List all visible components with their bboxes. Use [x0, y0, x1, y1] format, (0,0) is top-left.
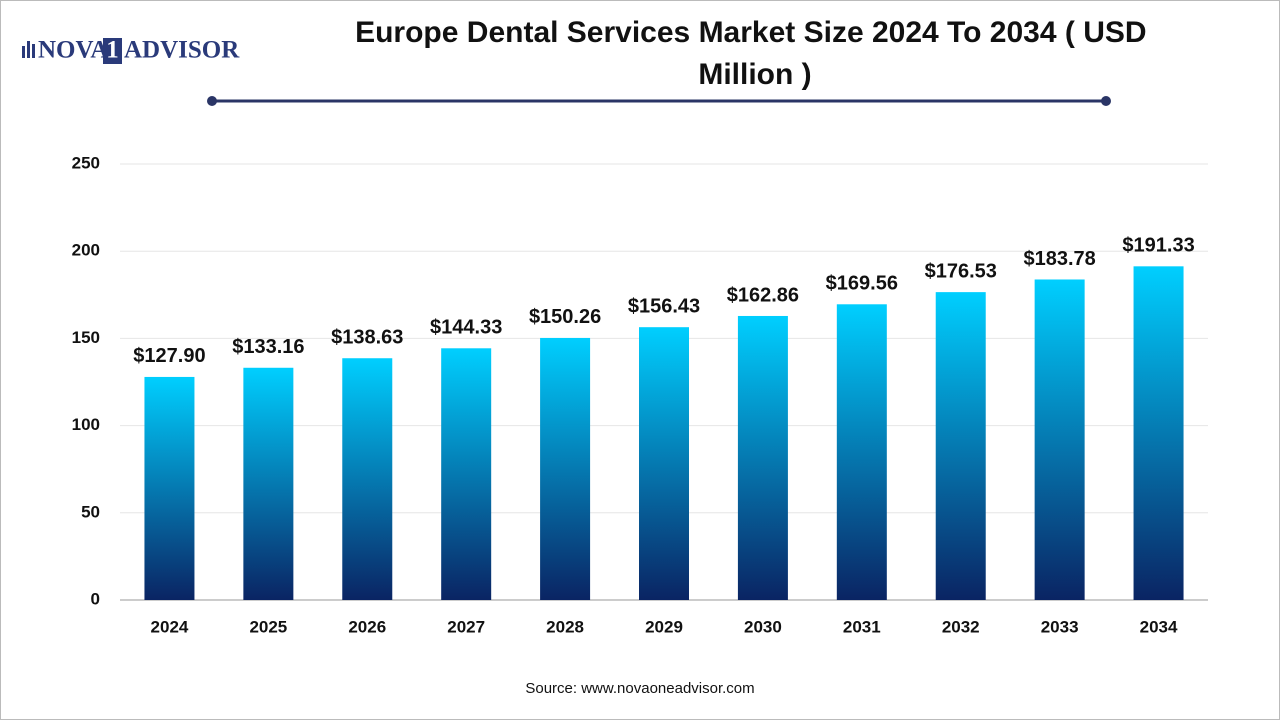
value-label: $176.53	[925, 260, 997, 282]
x-tick-label: 2028	[546, 617, 584, 636]
bar	[935, 292, 986, 600]
title-line: Europe Dental Services Market Size 2024 …	[355, 16, 1146, 49]
y-tick-label: 150	[72, 328, 100, 347]
x-tick-label: 2030	[744, 617, 782, 636]
value-label: $127.90	[133, 345, 205, 367]
bar	[441, 348, 492, 600]
bar	[836, 304, 887, 600]
logo-text: NOVA	[38, 37, 108, 64]
x-tick-label: 2029	[645, 617, 683, 636]
bar	[342, 358, 393, 600]
title-line: Million )	[698, 58, 811, 91]
value-label: $150.26	[529, 306, 601, 328]
bar	[1034, 279, 1085, 600]
logo-text: 1	[106, 37, 119, 64]
title-rule-dot	[1101, 96, 1111, 106]
logo-box	[103, 38, 122, 64]
x-tick-label: 2031	[843, 617, 881, 636]
x-tick-label: 2026	[348, 617, 386, 636]
chart-title: Europe Dental Services Market Size 2024 …	[355, 16, 1155, 91]
logo: NOVA 1 ADVISOR	[22, 37, 240, 64]
x-tick-label: 2024	[151, 617, 189, 636]
bar	[1133, 266, 1184, 600]
logo-icon	[22, 46, 25, 58]
logo-text: ADVISOR	[124, 37, 240, 64]
y-tick-label: 0	[91, 589, 100, 608]
source: Source: www.novaoneadvisor.com	[525, 680, 754, 697]
y-tick-label: 50	[81, 502, 100, 521]
bar	[540, 337, 591, 600]
value-label: $183.78	[1023, 248, 1095, 270]
y-tick-label: 200	[72, 241, 100, 260]
x-tick-label: 2033	[1041, 617, 1079, 636]
value-label: $133.16	[232, 336, 304, 358]
bar	[639, 327, 689, 600]
value-label: $191.33	[1122, 235, 1194, 257]
value-label: $162.86	[727, 284, 799, 306]
x-tick-label: 2032	[942, 617, 980, 636]
bar	[144, 376, 195, 600]
logo-icon	[27, 41, 30, 58]
logo-icon	[32, 44, 35, 58]
value-label: $144.33	[430, 317, 502, 339]
y-tick-label: 100	[72, 415, 100, 434]
title-rule-dot	[207, 96, 217, 106]
bar	[243, 367, 294, 600]
y-tick-label: 250	[72, 153, 100, 172]
x-tick-label: 2027	[447, 617, 485, 636]
bar	[737, 315, 788, 600]
value-label: $138.63	[331, 327, 403, 349]
value-label: $169.56	[826, 273, 898, 295]
x-tick-label: 2034	[1140, 617, 1178, 636]
value-label: $156.43	[628, 295, 700, 317]
x-tick-label: 2025	[249, 617, 287, 636]
